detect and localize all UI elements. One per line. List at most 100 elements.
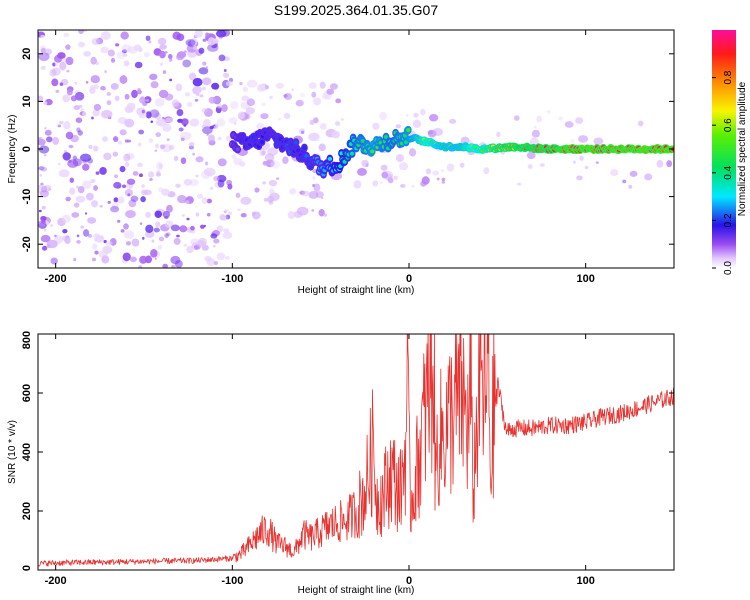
spectrogram-cell (199, 94, 204, 98)
colorbar-tick-label: 0.6 (723, 118, 734, 132)
spectrogram-cell (222, 231, 233, 239)
spectrogram-cell (295, 99, 304, 107)
spectrogram-cell (78, 30, 84, 34)
spectrogram-cell (459, 162, 465, 168)
spectrogram-cell (185, 200, 190, 205)
spectrogram-cell (40, 182, 44, 186)
spectrogram-cell (533, 125, 537, 129)
spectrogram-cell (188, 142, 195, 147)
spectrogram-cell (137, 162, 143, 168)
spectrogram-cell (395, 153, 404, 163)
ridge-core (302, 145, 307, 150)
spectrogram-cell (579, 155, 584, 161)
spectrogram-cell (65, 56, 74, 66)
y-tick-label: 10 (21, 95, 33, 107)
spectrogram-cell (413, 112, 419, 118)
spectrogram-cell (155, 172, 162, 177)
spectrogram-cell (41, 245, 48, 251)
spectrogram-cell (432, 170, 440, 176)
spectrogram-cell (91, 200, 98, 208)
spectrogram-cell (536, 115, 543, 123)
y-tick-label: 0 (21, 565, 33, 571)
bottom-x-ticks: -200 -100 0 100 (45, 334, 595, 587)
spectrogram-cell (187, 101, 193, 108)
spectrogram-cell (93, 145, 99, 152)
spectrogram-cell (190, 38, 198, 46)
spectrogram-cell (110, 205, 120, 213)
spectrogram-cell (318, 143, 326, 152)
spectrogram-cell (406, 114, 409, 117)
spectrogram-cell (393, 175, 398, 181)
spectrogram-cell (119, 129, 127, 136)
colorbar-gradient (712, 30, 736, 268)
spectrogram-cell (54, 62, 59, 67)
spectrogram-cell (179, 225, 188, 233)
spectrogram-cell (256, 83, 267, 92)
spectrogram-cell (421, 176, 430, 185)
spectrogram-cell (155, 221, 161, 228)
spectrogram-cell (441, 180, 446, 184)
spectrogram-cell (610, 169, 619, 177)
spectrogram-cell (91, 38, 100, 46)
spectrogram-cell (52, 136, 59, 145)
spectrogram-cell (132, 171, 139, 176)
x-tick-label: -200 (45, 273, 67, 285)
spectrogram-cell (246, 98, 256, 107)
top-y-ticks: 20 10 0 -10 -20 (21, 48, 674, 252)
spectrogram-cell (87, 233, 93, 238)
spectrogram-cell (231, 153, 237, 160)
spectrogram-cell (201, 197, 208, 205)
spectrogram-cell (216, 103, 223, 109)
spectrogram-cell (57, 52, 66, 59)
spectrogram-cell (91, 257, 97, 262)
spectrogram-cell (141, 109, 145, 114)
spectrogram-cell (82, 163, 90, 171)
y-tick-label: -10 (21, 189, 33, 205)
spectrogram-cell (219, 213, 226, 221)
spectrogram-cell (256, 122, 265, 131)
spectrogram-cell (205, 66, 208, 69)
spectrogram-cell (207, 134, 215, 143)
colorbar-tick-label: 0.0 (723, 261, 734, 275)
spectrogram-cell (150, 120, 154, 124)
spectrogram-cell (235, 192, 241, 199)
spectrogram-cell (312, 97, 322, 106)
spectrogram-cell (93, 233, 101, 239)
spectrogram-cell (184, 92, 191, 97)
spectrogram-cell (121, 49, 128, 54)
spectrogram-cell (59, 120, 64, 125)
spectrogram-cell (76, 234, 80, 238)
spectrogram-cell (399, 162, 409, 171)
spectrogram-cell (93, 185, 99, 191)
spectrogram-cell (154, 210, 162, 218)
spectrogram-cell (57, 124, 62, 128)
spectrogram-cell (372, 180, 379, 187)
spectrogram-cell (180, 137, 185, 141)
spectrogram-cell (91, 116, 94, 120)
spectrogram-cell (125, 210, 136, 219)
spectrogram-cell (154, 257, 157, 261)
spectrogram-cell (205, 32, 210, 37)
spectrogram-cell (282, 156, 289, 165)
spectrogram-cell (411, 184, 415, 188)
spectrogram-cell (92, 109, 100, 117)
spectrogram-cell (66, 88, 73, 96)
spectrogram-cell (123, 223, 129, 230)
spectrogram-cell (112, 151, 119, 157)
spectrogram-cell (171, 99, 180, 108)
spectrogram-cell (80, 225, 85, 229)
spectrogram-cell (74, 81, 78, 85)
spectrogram-cell (62, 152, 71, 161)
spectrogram-cell (164, 233, 169, 239)
spectrogram-cell (436, 177, 440, 181)
spectrogram-cell (83, 229, 90, 237)
spectrogram-cell (189, 118, 200, 127)
spectrogram-cell (174, 259, 183, 268)
spectrogram-cell (94, 250, 99, 255)
spectrogram-cell (77, 130, 83, 136)
spectrogram-cell (90, 75, 100, 84)
spectrogram-cell (570, 139, 575, 144)
spectrogram-cell (87, 217, 97, 224)
spectrogram-cell (192, 152, 196, 156)
spectrogram-cell (95, 171, 100, 175)
